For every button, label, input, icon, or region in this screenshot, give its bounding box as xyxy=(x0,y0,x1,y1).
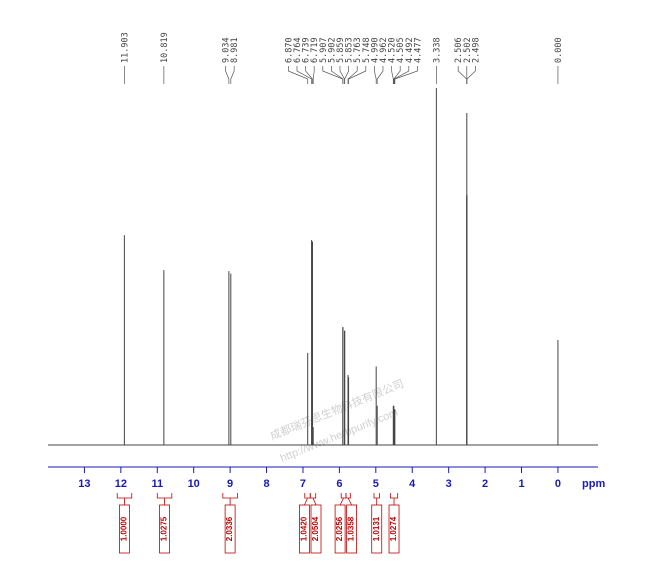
integral-label: 1.0420 xyxy=(300,516,309,541)
peak-label: 4.520 xyxy=(388,37,398,63)
peak-label: 4.492 xyxy=(405,37,415,63)
peak-leader xyxy=(331,66,344,84)
x-tick-label: 7 xyxy=(300,478,306,490)
integral-label: 1.0274 xyxy=(389,516,398,541)
peak-leader xyxy=(347,66,358,84)
integral-box xyxy=(119,504,130,554)
integral-box xyxy=(224,504,236,554)
integral-label: 2.0256 xyxy=(335,516,344,541)
integral-bracket xyxy=(222,493,238,505)
peak-leader xyxy=(374,66,377,84)
integral-box xyxy=(310,504,322,554)
peak-label: 5.859 xyxy=(336,37,346,63)
peak-label: 6.764 xyxy=(293,37,303,63)
integral-label: 1.0358 xyxy=(347,516,356,541)
peak-label: 8.981 xyxy=(230,37,240,63)
integral-bracket xyxy=(156,493,173,505)
x-tick-label: 1 xyxy=(518,478,524,490)
peak-leader xyxy=(339,66,345,84)
x-tick-label: 10 xyxy=(188,478,200,490)
integral-box xyxy=(159,504,170,554)
peak-leader xyxy=(348,66,367,84)
peak-label: 5.907 xyxy=(319,37,329,63)
peak-leader xyxy=(376,66,384,84)
x-tick-label: 2 xyxy=(482,478,488,490)
peak-leader xyxy=(312,66,315,84)
peak-leader xyxy=(457,66,468,84)
peak-label: 2.502 xyxy=(463,37,473,63)
peak-label: 3.338 xyxy=(432,37,442,63)
integral-bracket xyxy=(345,493,352,506)
peak-leader xyxy=(393,66,401,84)
x-tick-label: 9 xyxy=(227,478,233,490)
integral-bracket xyxy=(373,493,380,505)
peak-label: 4.990 xyxy=(370,37,380,63)
x-tick-label: 3 xyxy=(446,478,452,490)
peak-label: 9.034 xyxy=(222,37,232,63)
integral-label: 1.0131 xyxy=(372,516,381,541)
integral-box xyxy=(371,504,383,554)
peak-leader xyxy=(344,66,349,84)
integral-box xyxy=(299,504,310,554)
peak-leader xyxy=(391,66,394,84)
x-tick-label: 0 xyxy=(555,478,561,490)
peak-label: 10.819 xyxy=(160,32,170,63)
peak-leader xyxy=(296,66,312,84)
x-tick-label: 8 xyxy=(263,478,269,490)
peak-label: 4.477 xyxy=(413,37,423,63)
peak-leader xyxy=(225,66,230,84)
peak-label: 4.962 xyxy=(379,37,389,63)
integral-bracket xyxy=(116,493,133,505)
peak-label: 11.903 xyxy=(120,32,130,63)
x-tick-label: 5 xyxy=(373,478,379,490)
peak-leader xyxy=(394,66,418,84)
peak-label: 2.506 xyxy=(454,37,464,63)
integral-label: 1.0275 xyxy=(160,516,169,541)
integral-bracket xyxy=(304,493,311,506)
integral-box xyxy=(388,504,400,554)
x-axis-label: ppm xyxy=(582,478,605,490)
peak-leader xyxy=(288,66,309,84)
peak-label: 5.763 xyxy=(353,37,363,63)
peak-label: 6.739 xyxy=(302,37,312,63)
peak-leader xyxy=(466,66,476,84)
peak-label: 5.902 xyxy=(327,37,337,63)
integral-box xyxy=(334,504,346,554)
integral-bracket xyxy=(339,493,347,506)
peak-leader xyxy=(393,66,410,84)
x-tick-label: 6 xyxy=(336,478,342,490)
peak-label: 5.853 xyxy=(345,37,355,63)
peak-label: 2.498 xyxy=(471,37,481,63)
x-tick-label: 4 xyxy=(409,478,416,490)
integral-box xyxy=(346,504,358,554)
integral-bracket xyxy=(309,493,317,506)
peak-label: 4.505 xyxy=(396,37,406,63)
x-tick-label: 12 xyxy=(115,478,127,490)
x-tick-label: 11 xyxy=(151,478,163,490)
peak-label: 6.719 xyxy=(310,37,320,63)
x-tick-label: 13 xyxy=(78,478,90,490)
integral-bracket xyxy=(389,493,399,505)
peak-leader xyxy=(305,66,313,84)
peak-leader xyxy=(230,66,235,84)
integral-label: 1.0000 xyxy=(120,516,129,541)
peak-label: 0.000 xyxy=(554,37,564,63)
peak-label: 5.748 xyxy=(362,37,372,63)
integral-label: 2.0336 xyxy=(225,516,234,541)
integral-label: 2.0504 xyxy=(311,516,320,541)
peak-label: 6.870 xyxy=(284,37,294,63)
